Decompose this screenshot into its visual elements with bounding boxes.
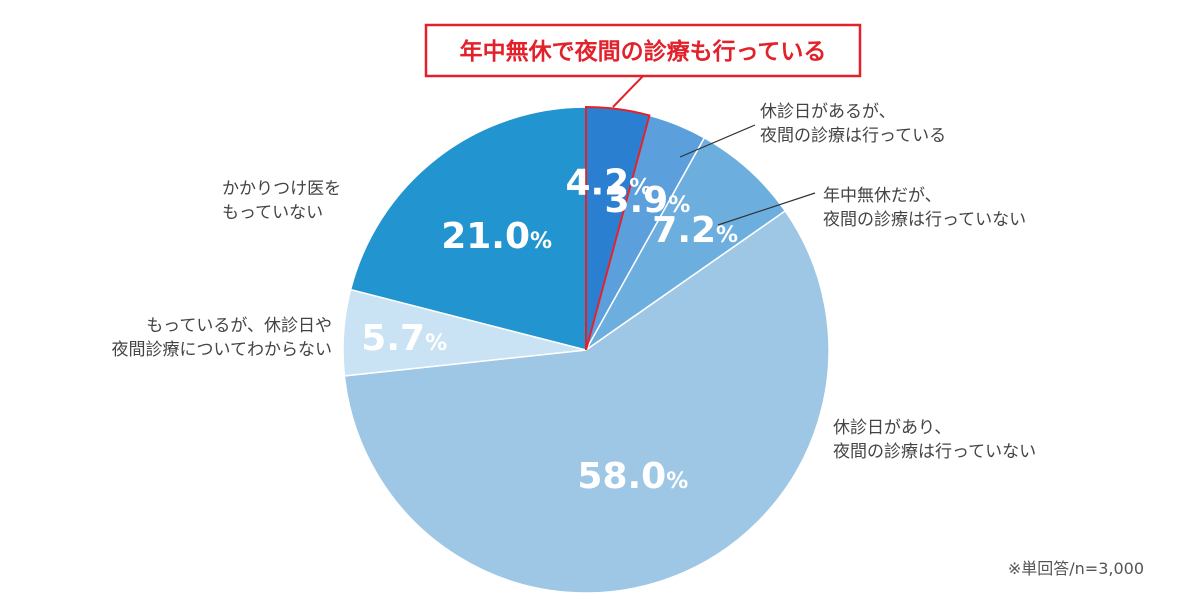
category-labels: 休診日があるが、夜間の診療は行っている年中無休だが、夜間の診療は行っていない休診… bbox=[112, 102, 1037, 462]
slice-category-label-5: もっているが、休診日や夜間診療についてわからない bbox=[112, 316, 333, 360]
leader-lines bbox=[612, 75, 816, 226]
slice-category-label-6: かかりつけ医をもっていない bbox=[222, 179, 341, 223]
headline-box bbox=[424, 23, 862, 78]
headline-connector bbox=[612, 75, 644, 108]
headline-callout: 年中無休で夜間の診療も行っている bbox=[424, 23, 862, 78]
slice-value-label-3: 7.2% bbox=[652, 210, 738, 251]
pie-slice-6 bbox=[349, 106, 587, 351]
slice-value-label-2: 3.9% bbox=[604, 180, 690, 221]
slice-value-label-5: 5.7% bbox=[361, 318, 447, 359]
slice-category-label-4: 休診日があり、夜間の診療は行っていない bbox=[833, 418, 1036, 462]
leader-line-2 bbox=[679, 124, 756, 158]
headline-text: 年中無休で夜間の診療も行っている bbox=[460, 38, 827, 65]
slice-value-label-1: 4.2% bbox=[565, 162, 651, 203]
leader-line-3 bbox=[717, 192, 816, 226]
slice-value-label-4: 58.0% bbox=[577, 456, 688, 497]
highlight-slice-outline bbox=[585, 105, 651, 351]
slice-category-label-2: 休診日があるが、夜間の診療は行っている bbox=[760, 102, 946, 146]
pie-slice-3 bbox=[585, 136, 787, 351]
sample-note: ※単回答/n=3,000 bbox=[1008, 559, 1144, 578]
pie-slice-4 bbox=[343, 209, 830, 594]
slice-category-label-3: 年中無休だが、夜間の診療は行っていない bbox=[823, 186, 1026, 230]
percentage-labels: 4.2%3.9%7.2% 58.0% 5.7% 21.0% bbox=[361, 162, 738, 497]
pie-slices bbox=[342, 105, 830, 594]
slice-value-label-6: 21.0% bbox=[441, 216, 552, 257]
